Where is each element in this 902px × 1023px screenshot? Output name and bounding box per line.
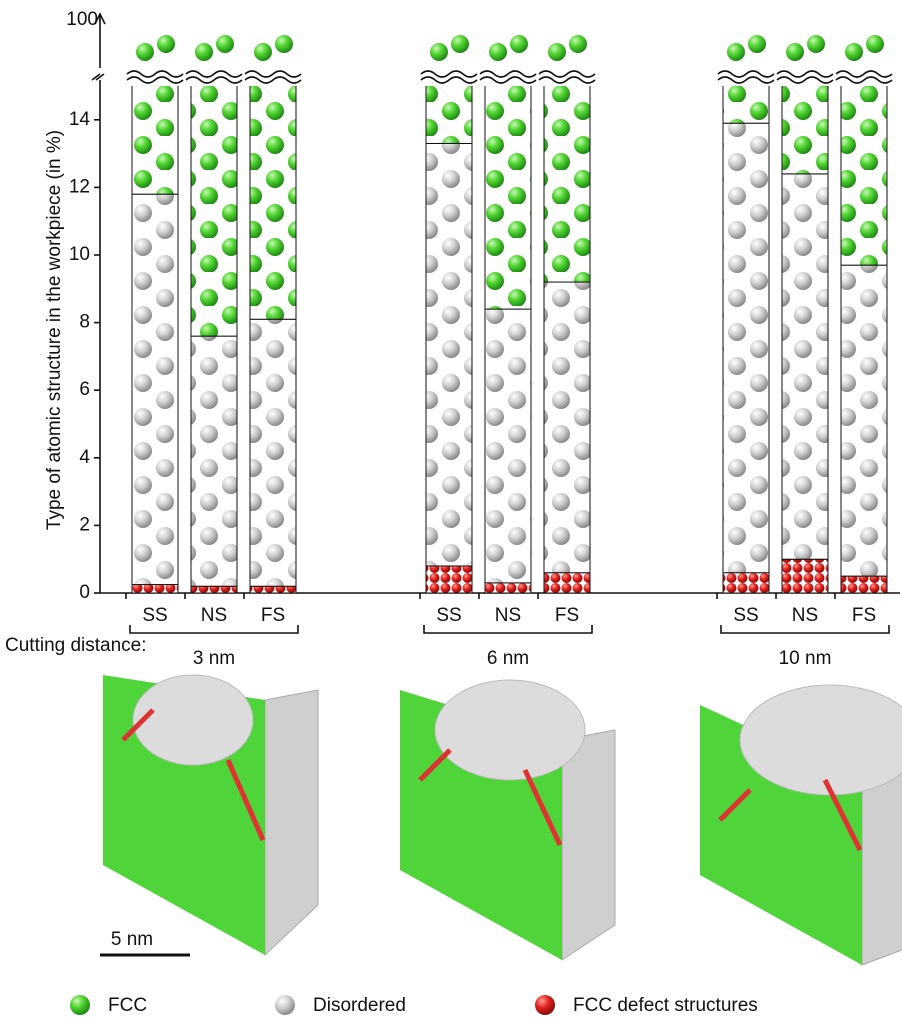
group-label: 3 nm: [193, 648, 235, 669]
x-tick-label: NS: [201, 605, 227, 626]
y-tick-label: 4: [79, 447, 90, 468]
bar-break: [186, 71, 242, 83]
bar-segment: [841, 576, 887, 593]
group-label: 6 nm: [487, 648, 529, 669]
fcc-atom: [275, 35, 293, 53]
fcc-atom: [254, 43, 272, 61]
x-tick-label: FS: [261, 605, 285, 626]
legend-label: FCC defect structures: [573, 995, 758, 1016]
plot-area: 0 2 4 6 8 10 12 14 100 SS NS FS SS NS FS SS NS FS 3 nm 6 nm…: [66, 0, 900, 669]
fcc-atom: [807, 35, 825, 53]
simulation-snapshots: [103, 675, 902, 965]
bar-segment: [132, 0, 178, 194]
bar-segment: [250, 319, 296, 586]
legend-swatch: [275, 995, 295, 1015]
bar-segment: [723, 0, 769, 123]
bar-segment: [723, 573, 769, 593]
legend-label: Disordered: [313, 995, 406, 1016]
fcc-atom: [216, 35, 234, 53]
fcc-atom: [489, 43, 507, 61]
bar-segment: [841, 265, 887, 576]
scale-bar-label: 5 nm: [111, 929, 153, 950]
y-tick-label: 6: [79, 379, 90, 400]
bar-segment: [782, 0, 828, 174]
page: {"chart_data": {"type": "bar", "stacked"…: [0, 0, 902, 1023]
y-tick-label: 14: [69, 109, 91, 130]
legend-label: FCC: [108, 995, 147, 1016]
bar-segment: [544, 573, 590, 593]
fcc-atom: [866, 35, 884, 53]
bar-break: [777, 71, 833, 83]
chip-blob: [133, 675, 253, 765]
bar-break: [480, 71, 536, 83]
fcc-atom: [136, 43, 154, 61]
fcc-atom: [430, 43, 448, 61]
group-bracket: [721, 625, 889, 633]
group-label: 10 nm: [779, 648, 832, 669]
y-tick-label: 0: [79, 582, 90, 603]
chip-blob: [435, 680, 585, 780]
bar-segment: [191, 336, 237, 586]
x-tick-label: SS: [142, 605, 167, 626]
y-axis-title: Type of atomic structure in the workpiec…: [44, 130, 65, 530]
slab-side: [265, 690, 318, 955]
fcc-atom: [548, 43, 566, 61]
bar-break: [421, 71, 477, 83]
legend-swatch: [535, 995, 555, 1015]
x-tick-label: FS: [555, 605, 579, 626]
bar-break: [539, 71, 595, 83]
fcc-atom: [845, 43, 863, 61]
bar-segment: [723, 123, 769, 573]
y-tick-label: 10: [69, 244, 90, 265]
x-tick-label: NS: [792, 605, 818, 626]
bar-segment: [132, 194, 178, 584]
group-bracket: [424, 625, 592, 633]
group-title: Cutting distance:: [5, 635, 147, 656]
fcc-atom: [195, 43, 213, 61]
x-tick-label: SS: [733, 605, 758, 626]
legend-swatch: [70, 995, 90, 1015]
legend: FCC Disordered FCC defect structures: [70, 995, 758, 1016]
bar-segment: [426, 566, 472, 593]
fcc-atom: [748, 35, 766, 53]
y-tick-label: 100: [66, 9, 98, 30]
y-tick-label: 12: [69, 176, 90, 197]
bar-segment: [485, 309, 531, 583]
x-tick-label: SS: [436, 605, 461, 626]
fcc-atom: [451, 35, 469, 53]
bar-segment: [485, 583, 531, 593]
y-axis-break: [92, 74, 104, 80]
x-tick-label: FS: [852, 605, 876, 626]
bar-break: [127, 71, 183, 83]
group-bracket: [130, 625, 298, 633]
fcc-atom: [569, 35, 587, 53]
bar-segment: [191, 586, 237, 593]
bar-break: [836, 71, 892, 83]
slab-side: [562, 730, 615, 960]
y-tick-label: 8: [79, 312, 90, 333]
bar-segment: [544, 282, 590, 573]
figure: Type of atomic structure in the workpiec…: [0, 0, 902, 1023]
bar-segment: [426, 143, 472, 566]
x-tick-label: NS: [495, 605, 521, 626]
fcc-atom: [510, 35, 528, 53]
bar-break: [718, 71, 774, 83]
bar-break: [245, 71, 301, 83]
bar-segment: [250, 586, 296, 593]
fcc-atom: [727, 43, 745, 61]
bar-segment: [782, 174, 828, 559]
y-tick-label: 2: [79, 514, 90, 535]
bar-segment: [132, 585, 178, 593]
fcc-atom: [786, 43, 804, 61]
slab-side: [862, 770, 902, 965]
fcc-atom: [157, 35, 175, 53]
bar-segment: [782, 559, 828, 593]
